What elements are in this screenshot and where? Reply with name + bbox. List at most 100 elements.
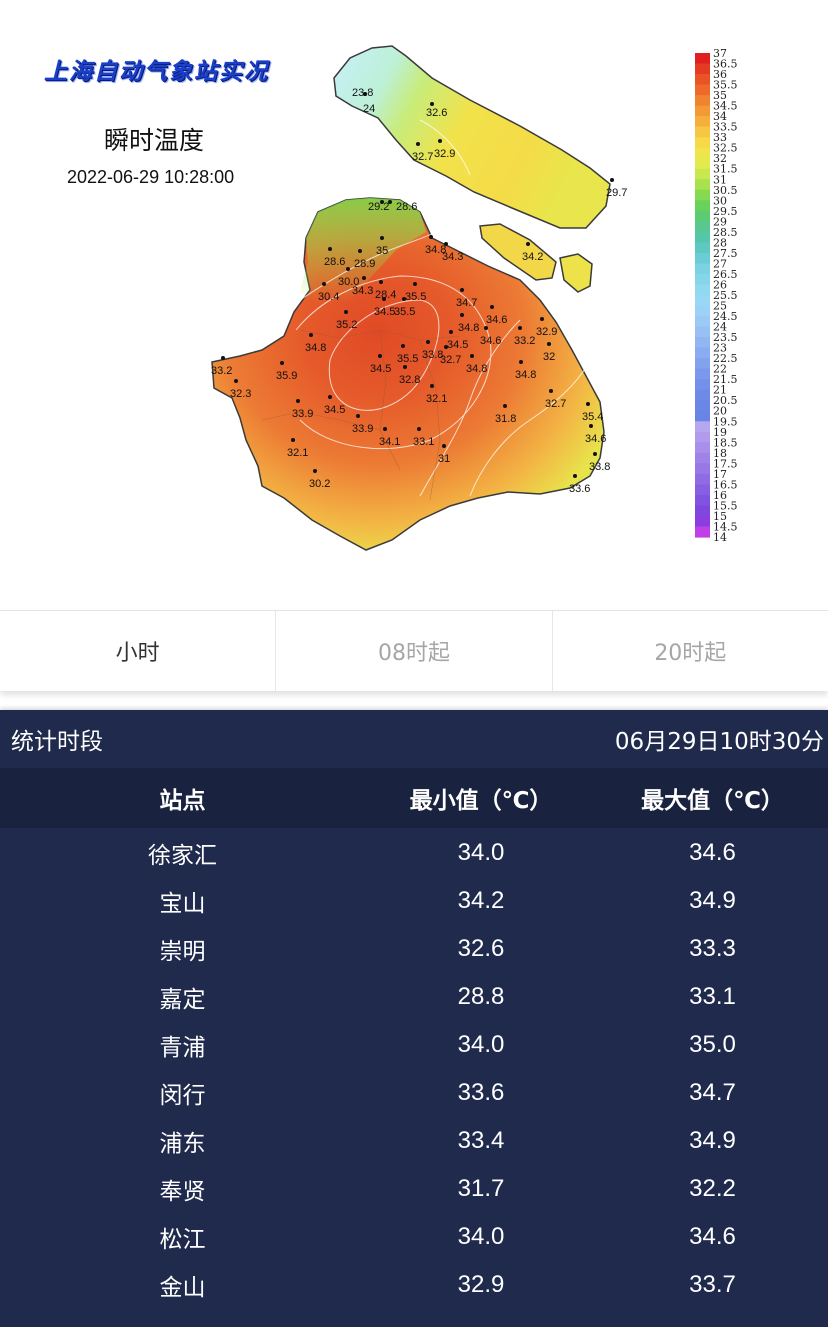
station-dot [573, 474, 577, 478]
station-dot [313, 469, 317, 473]
legend-swatch [695, 53, 710, 65]
station-dot [526, 242, 530, 246]
legend-swatch [695, 295, 710, 307]
station-label: 34.5 [370, 363, 391, 375]
station-dot [444, 345, 448, 349]
station-label: 32.9 [434, 148, 455, 160]
legend-tick-label: 21 [713, 384, 727, 397]
station-label: 23.8 [352, 87, 373, 99]
chongming-island [333, 45, 611, 229]
station-dot [589, 424, 593, 428]
legend-swatch [695, 137, 710, 149]
max-value: 33.3 [689, 935, 736, 962]
legend-swatch [695, 231, 710, 243]
min-value: 31.7 [457, 1175, 505, 1202]
table-row: 奉贤 31.7 32.2 [0, 1165, 828, 1213]
station-label: 33.9 [352, 423, 373, 435]
station-label: 32.1 [426, 393, 447, 405]
legend-swatch [695, 242, 710, 254]
legend-swatch [695, 84, 710, 96]
hengsha-island [559, 253, 593, 293]
legend-swatch [695, 179, 710, 191]
legend-tick-label: 30.5 [713, 184, 738, 197]
station-dot [484, 326, 488, 330]
table-row: 宝山 34.2 34.9 [0, 877, 828, 925]
station-label: 34.6 [480, 335, 501, 347]
station-dot [426, 340, 430, 344]
legend-tick-label: 23 [713, 342, 727, 355]
legend-tick-label: 30 [713, 194, 727, 207]
station-dot [346, 267, 350, 271]
station-label: 35.5 [405, 291, 426, 303]
station-dot [378, 354, 382, 358]
station-label: 34.5 [374, 306, 395, 318]
legend-swatch [695, 252, 710, 265]
max-value: 35.0 [689, 1031, 736, 1058]
station-name: 闵行 [159, 1083, 206, 1109]
station-dot [430, 384, 434, 388]
station-label: 32.7 [412, 151, 433, 163]
legend-tick-label: 26.5 [713, 268, 738, 281]
legend-tick-label: 18 [713, 447, 727, 460]
legend-tick-label: 25.5 [713, 289, 738, 302]
stats-table-body: 徐家汇 34.0 34.6 宝山 34.2 34.9 崇明 32.6 33.3 嘉定 28.8… [0, 828, 828, 1309]
station-label: 31.8 [495, 413, 516, 425]
station-dot [490, 305, 494, 309]
legend-tick-label: 37 [713, 47, 727, 60]
station-label: 29.2 [368, 201, 389, 213]
time-range-tabs: 小时 08时起 20时起 [0, 610, 828, 691]
station-dot [383, 427, 387, 431]
legend-swatch [695, 221, 710, 233]
max-value: 33.7 [689, 1271, 736, 1298]
tab-from-08[interactable]: 08时起 [276, 611, 553, 691]
legend-tick-label: 17.5 [713, 457, 738, 470]
column-header-min: 最小值（℃） [409, 788, 553, 814]
legend-swatch [695, 326, 710, 338]
isotherm-lines [295, 119, 591, 497]
station-dot [547, 342, 551, 346]
period-label: 统计时段 [11, 729, 103, 755]
station-label: 33.9 [292, 408, 313, 420]
legend-tick-label: 33 [713, 131, 727, 144]
station-label: 28.6 [324, 256, 345, 268]
station-label: 35.2 [336, 319, 357, 331]
station-label: 31 [438, 453, 450, 465]
station-label: 32.6 [426, 107, 447, 119]
legend-swatch [695, 400, 710, 412]
max-value: 33.1 [689, 983, 736, 1010]
station-name: 徐家汇 [148, 843, 217, 869]
legend-tick-label: 16.5 [713, 478, 738, 491]
station-label: 34.8 [515, 369, 536, 381]
min-value: 34.2 [457, 887, 505, 914]
legend-swatch [695, 158, 710, 170]
legend-tick-label: 29 [713, 215, 727, 228]
legend-tick-label: 14 [713, 531, 727, 544]
legend-swatch [695, 116, 710, 128]
station-dot [519, 360, 523, 364]
station-dot [388, 200, 392, 204]
temperature-map[interactable]: 23.824 32.632.7 32.929.729.2 28.635 34.834.3… [0, 0, 828, 610]
min-value: 34.0 [457, 1031, 505, 1058]
min-value: 33.6 [457, 1079, 505, 1106]
station-label: 34.6 [486, 314, 507, 326]
station-dot [416, 142, 420, 146]
legend-tick-label: 14.5 [713, 520, 738, 533]
legend-swatch [695, 337, 710, 349]
station-dot [449, 330, 453, 334]
legend-tick-label: 16 [713, 489, 727, 502]
station-dot [429, 235, 433, 239]
legend-swatch [695, 305, 710, 317]
legend-swatch [695, 210, 710, 222]
legend-swatch [695, 74, 710, 86]
station-name: 松江 [159, 1227, 206, 1253]
station-dot [382, 297, 386, 301]
legend-tick-label: 24 [713, 321, 727, 334]
station-name: 崇明 [159, 939, 206, 965]
station-dot [328, 247, 332, 251]
legend-swatch [695, 200, 710, 212]
tab-hourly[interactable]: 小时 [0, 611, 277, 691]
station-dot [402, 297, 406, 301]
table-row: 浦东 33.4 34.9 [0, 1117, 828, 1165]
tab-from-20[interactable]: 20时起 [654, 641, 727, 666]
legend-tick-label: 25 [713, 300, 727, 313]
